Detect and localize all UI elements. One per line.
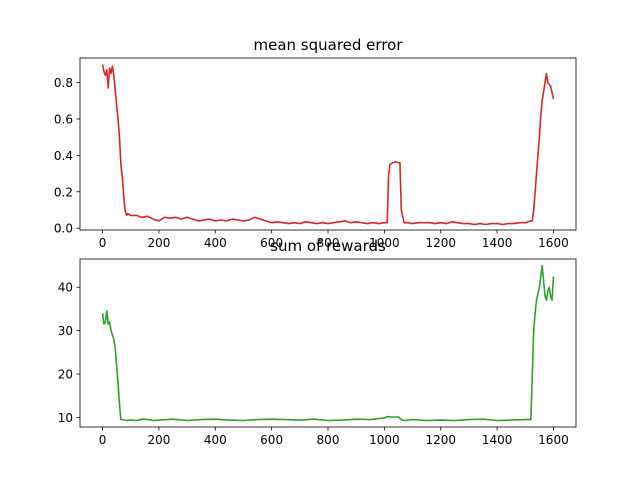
mse-x-tick-label: 400 <box>204 236 227 250</box>
mse-y-tick-label: 0.0 <box>54 222 73 236</box>
mse-x-tick-label: 1600 <box>538 236 569 250</box>
rewards-chart-title: sum of rewards <box>270 237 386 255</box>
mse-y-tick-label: 0.8 <box>54 76 73 90</box>
mse-x-axis: 0 200 400 600 800 1000 1200 1400 1600 <box>99 230 569 250</box>
rewards-chart: 0 200 400 600 800 1000 1200 1400 1600 10 20 30 40 s… <box>58 237 577 447</box>
rewards-y-axis: 10 20 30 40 <box>58 281 80 425</box>
mse-x-tick-label: 800 <box>317 236 340 250</box>
mse-chart-title: mean squared error <box>253 36 403 54</box>
rewards-x-tick-label: 400 <box>204 433 227 447</box>
rewards-x-axis: 0 200 400 600 800 1000 1200 1400 1600 <box>99 427 569 447</box>
rewards-x-tick-label: 600 <box>260 433 283 447</box>
mse-y-tick-label: 0.4 <box>54 149 73 163</box>
mse-x-tick-label: 600 <box>260 236 283 250</box>
mse-x-tick-label: 1200 <box>425 236 456 250</box>
rewards-x-tick-label: 1200 <box>425 433 456 447</box>
mse-y-tick-label: 0.2 <box>54 185 73 199</box>
mse-line-series <box>101 64 555 226</box>
rewards-x-tick-label: 800 <box>317 433 340 447</box>
rewards-x-tick-label: 1400 <box>482 433 513 447</box>
rewards-y-tick-label: 20 <box>58 368 73 382</box>
mse-x-tick-label: 0 <box>99 236 107 250</box>
rewards-line-series <box>101 264 555 422</box>
mse-y-tick-label: 0.6 <box>54 112 73 126</box>
rewards-x-tick-label: 0 <box>99 433 107 447</box>
rewards-series-line-0 <box>101 264 555 422</box>
mse-series-line-0 <box>101 64 555 226</box>
rewards-x-tick-label: 1000 <box>369 433 400 447</box>
mse-y-axis: 0.0 0.2 0.4 0.6 0.8 <box>54 76 80 236</box>
rewards-y-tick-label: 30 <box>58 324 73 338</box>
rewards-x-tick-label: 1600 <box>538 433 569 447</box>
rewards-y-tick-label: 10 <box>58 411 73 425</box>
mse-x-tick-label: 1400 <box>482 236 513 250</box>
rewards-x-tick-label: 200 <box>147 433 170 447</box>
mse-chart: mean squared error 0 200 400 600 800 1000 1200… <box>54 36 577 250</box>
mse-x-tick-label: 1000 <box>369 236 400 250</box>
mse-x-tick-label: 200 <box>147 236 170 250</box>
rewards-y-tick-label: 40 <box>58 281 73 295</box>
